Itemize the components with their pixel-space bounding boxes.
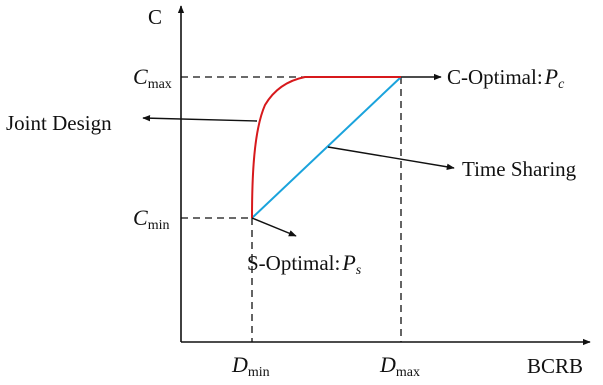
s-optimal-label: S-Optimal:Ps [247,250,362,278]
dmax-tick-label: Dmax [379,352,420,380]
joint-design-label: Joint Design [6,111,112,135]
time-sharing-line [251,76,402,219]
joint-design-curve [251,76,401,219]
time-sharing-arrow [327,146,455,170]
dmin-tick-label: Dmin [231,352,270,380]
time-sharing-label: Time Sharing [462,157,577,181]
cmax-tick-label: Cmax [133,64,172,92]
y-axis-label: C [148,5,162,29]
joint-design-arrow [142,114,258,122]
cmin-tick-label: Cmin [133,205,169,233]
x-axis-label: BCRB [527,354,583,378]
c-optimal-label: C-Optimal:Pc [447,64,565,92]
s-optimal-arrow [251,217,297,237]
